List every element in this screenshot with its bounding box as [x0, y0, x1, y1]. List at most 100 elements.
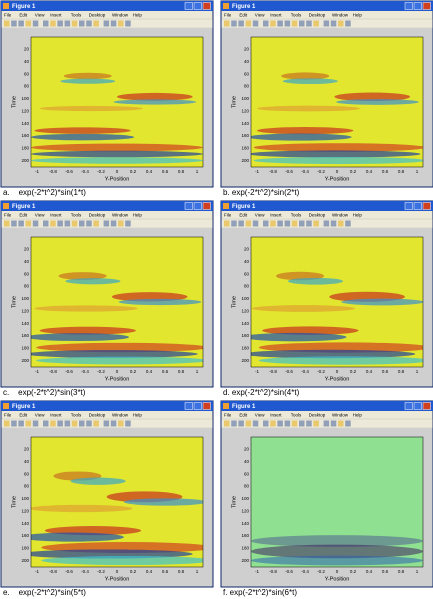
- toolbar-icon: [331, 21, 337, 27]
- x-tick-label: -1: [35, 369, 39, 374]
- y-tick-label: 20: [244, 447, 250, 452]
- toolbar-icon: [238, 221, 244, 227]
- toolbar-icon: [72, 421, 78, 427]
- toolbar-icon: [263, 21, 269, 27]
- toolbar-icon: [65, 21, 71, 27]
- menu-item: Desktop: [309, 13, 326, 18]
- y-tick-label: 120: [21, 508, 29, 513]
- x-tick-label: 0.4: [146, 169, 153, 174]
- window-button: [203, 403, 211, 410]
- toolbar-icon: [57, 221, 63, 227]
- wave-band: [64, 73, 112, 80]
- window-button: [194, 203, 202, 210]
- toolbar-icon: [331, 221, 337, 227]
- menu-item: Insert: [50, 413, 62, 418]
- toolbar-icon: [4, 421, 10, 427]
- toolbar-icon: [231, 21, 237, 27]
- toolbar-icon: [11, 21, 17, 27]
- menu-item: View: [35, 213, 45, 218]
- window-button: [194, 403, 202, 410]
- wave-band: [34, 305, 137, 311]
- window-button: [203, 203, 211, 210]
- toolbar-icon: [79, 221, 85, 227]
- menu-item: Help: [133, 213, 143, 218]
- toolbar-icon: [33, 421, 39, 427]
- y-tick-label: 200: [21, 558, 29, 563]
- window-title: Figure 1: [12, 4, 36, 10]
- x-tick-label: 0.2: [130, 169, 137, 174]
- figure-panel: Figure 1FileEditViewInsertToolsDesktopWi…: [221, 201, 433, 397]
- window-button: [185, 403, 193, 410]
- y-axis-label: Time: [231, 296, 237, 308]
- toolbar-icon: [292, 421, 298, 427]
- toolbar-icon: [292, 221, 298, 227]
- menu-item: Edit: [19, 413, 28, 418]
- toolbar-icon: [57, 21, 63, 27]
- panel-caption: e. exp(-2*t^2)*sin(5*t): [3, 588, 86, 597]
- toolbar-icon: [125, 21, 131, 27]
- toolbar-icon: [292, 21, 298, 27]
- y-tick-label: 100: [241, 496, 249, 501]
- window-icon: [223, 403, 229, 409]
- toolbar-icon: [50, 221, 56, 227]
- toolbar-icon: [79, 21, 85, 27]
- toolbar-icon: [104, 21, 110, 27]
- y-tick-label: 180: [21, 346, 29, 351]
- x-axis-label: Y-Position: [105, 576, 130, 582]
- x-tick-label: 0.4: [146, 569, 153, 574]
- window-button: [185, 203, 193, 210]
- window-title: Figure 1: [12, 404, 36, 410]
- toolbar-icon: [93, 421, 99, 427]
- x-tick-label: 0.4: [366, 369, 373, 374]
- x-tick-label: -0.8: [269, 569, 277, 574]
- toolbar-icon: [118, 421, 124, 427]
- toolbar-icon: [57, 421, 63, 427]
- menu-item: Edit: [239, 213, 248, 218]
- toolbar-icon: [246, 421, 252, 427]
- window-button: [414, 403, 422, 410]
- y-tick-label: 80: [244, 284, 250, 289]
- y-tick-label: 60: [244, 271, 250, 276]
- toolbar-icon: [270, 421, 276, 427]
- toolbar-icon: [118, 21, 124, 27]
- toolbar-icon: [43, 221, 49, 227]
- menu-item: Help: [133, 13, 143, 18]
- toolbar-icon: [324, 421, 330, 427]
- window-button: [405, 203, 413, 210]
- y-tick-label: 100: [21, 96, 29, 101]
- menu-bar: [222, 211, 433, 219]
- y-tick-label: 160: [21, 133, 29, 138]
- wave-band: [21, 533, 124, 542]
- x-tick-label: -0.2: [97, 369, 105, 374]
- toolbar-icon: [285, 221, 291, 227]
- menu-bar: [222, 11, 433, 19]
- y-tick-label: 180: [241, 146, 249, 151]
- window-icon: [3, 403, 9, 409]
- menu-item: Desktop: [309, 413, 326, 418]
- wave-band: [257, 127, 353, 134]
- toolbar-icon: [224, 221, 230, 227]
- y-tick-label: 20: [24, 47, 30, 52]
- x-tick-label: -0.8: [269, 369, 277, 374]
- toolbar-icon: [26, 421, 32, 427]
- x-tick-label: -0.6: [285, 569, 293, 574]
- y-tick-label: 60: [24, 71, 30, 76]
- x-axis-label: Y-Position: [325, 376, 350, 382]
- toolbar-icon: [18, 221, 24, 227]
- toolbar-icon: [299, 21, 305, 27]
- y-tick-label: 140: [241, 321, 249, 326]
- toolbar-icon: [285, 21, 291, 27]
- y-tick-label: 160: [241, 333, 249, 338]
- y-tick-label: 120: [241, 308, 249, 313]
- window-title: Figure 1: [232, 4, 256, 10]
- toolbar-icon: [345, 21, 351, 27]
- menu-item: Insert: [50, 213, 62, 218]
- menu-item: View: [255, 13, 265, 18]
- y-tick-label: 100: [241, 96, 249, 101]
- wave-band: [65, 278, 120, 284]
- y-tick-label: 160: [21, 533, 29, 538]
- toolbar-icon: [93, 21, 99, 27]
- y-tick-label: 40: [244, 459, 250, 464]
- toolbar-icon: [253, 221, 258, 227]
